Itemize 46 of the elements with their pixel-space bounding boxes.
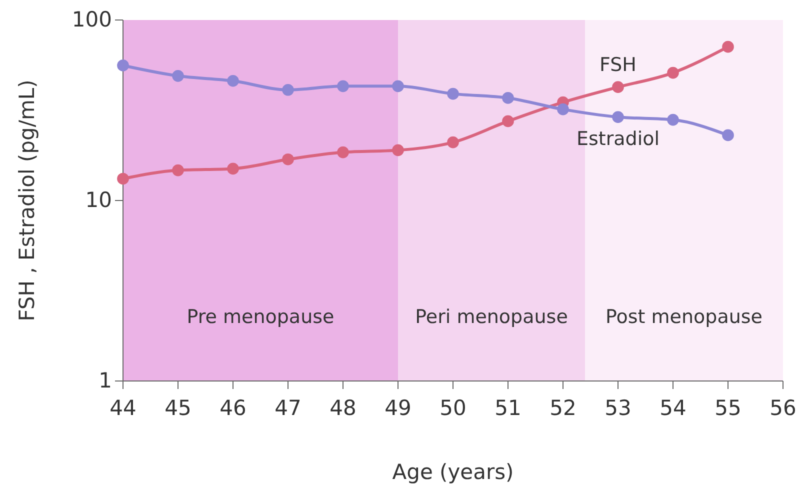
point: [557, 103, 569, 116]
x-tick-label: 51: [494, 396, 522, 420]
band-label: Pre menopause: [186, 306, 334, 328]
point: [502, 92, 514, 104]
point: [722, 129, 734, 142]
x-tick-label: 47: [274, 396, 302, 420]
point: [172, 70, 184, 82]
point: [447, 88, 459, 100]
x-tick-label: 56: [770, 396, 796, 420]
x-tick-label: 48: [330, 396, 356, 420]
point: [117, 60, 129, 72]
band-label: Post menopause: [606, 306, 762, 328]
y-tick-label: 10: [85, 188, 112, 212]
x-axis-title: Age (years): [392, 460, 514, 484]
y-tick-label: 1: [98, 368, 112, 393]
x-tick-label: 55: [714, 396, 742, 420]
y-tick-label: 100: [72, 8, 112, 32]
point: [227, 162, 239, 175]
y-axis-title: FSH , Estradiol (pg/mL): [15, 80, 39, 322]
point: [612, 81, 624, 93]
point: [282, 153, 294, 166]
point: [337, 146, 349, 158]
point: [447, 136, 459, 148]
x-tick-label: 49: [384, 396, 412, 420]
point: [612, 111, 624, 123]
x-tick-label: 50: [440, 396, 466, 420]
x-tick-label: 45: [164, 396, 192, 420]
point: [667, 66, 679, 79]
band-label: Peri menopause: [415, 306, 568, 328]
point: [667, 114, 679, 126]
series-label: Estradiol: [576, 128, 660, 150]
point: [227, 74, 239, 87]
x-tick-label: 44: [110, 396, 136, 420]
point: [392, 144, 404, 156]
series-label: FSH: [600, 54, 636, 76]
point: [282, 84, 294, 96]
point: [337, 80, 349, 92]
point: [117, 172, 129, 185]
x-tick-label: 54: [660, 396, 686, 420]
x-tick-label: 46: [220, 396, 246, 420]
point: [392, 80, 404, 92]
point: [722, 40, 734, 53]
x-tick-label: 52: [550, 396, 576, 420]
point: [502, 115, 514, 128]
x-tick-label: 53: [604, 396, 632, 420]
point: [172, 164, 184, 176]
